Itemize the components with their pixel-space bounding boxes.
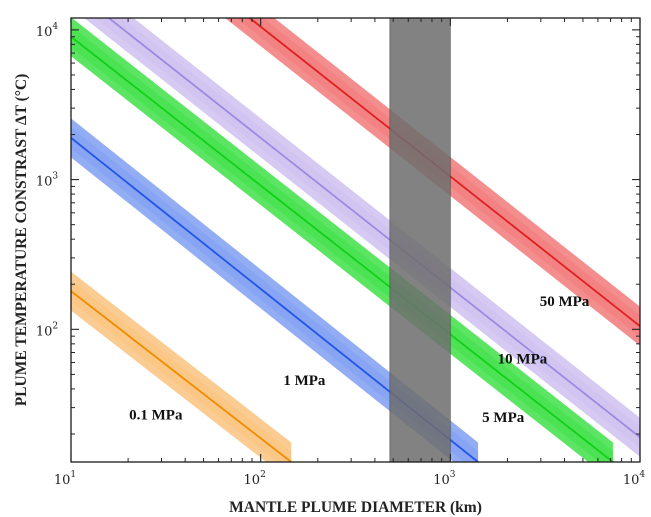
plot-area	[71, 18, 640, 462]
band-inner-1	[71, 280, 292, 462]
series-line-4	[107, 18, 640, 439]
plot-frame	[70, 17, 641, 463]
band-inner-4	[95, 18, 640, 449]
y-axis-title: PLUME TEMPERATURE CONSTRAST ΔT (°C)	[13, 74, 30, 407]
x-tick-label: 101	[54, 470, 76, 488]
y-tick-label: 102	[36, 321, 58, 339]
y-tick-label: 103	[36, 172, 59, 190]
series-label: 5 MPa	[482, 410, 525, 426]
band-4	[84, 18, 640, 457]
x-axis-title: MANTLE PLUME DIAMETER (km)	[229, 499, 482, 516]
series-label: 50 MPa	[540, 294, 590, 310]
x-tick-label: 103	[433, 470, 456, 488]
series-line-1	[71, 290, 292, 462]
series-label: 0.1 MPa	[129, 407, 183, 423]
series-line-3	[71, 35, 614, 462]
y-tick-label: 104	[36, 22, 59, 40]
band-inner-3	[71, 26, 613, 462]
series-label: 10 MPa	[498, 351, 548, 367]
x-tick-label: 104	[623, 470, 646, 488]
band-inner-2	[71, 127, 479, 462]
series-line-5	[248, 18, 640, 327]
series-labels: 0.1 MPa 1 MPa 5 MPa 10 MPa 50 MPa	[129, 294, 590, 426]
series-label: 1 MPa	[283, 373, 326, 389]
shaded-region	[389, 18, 451, 462]
x-tick-label: 102	[244, 470, 266, 488]
